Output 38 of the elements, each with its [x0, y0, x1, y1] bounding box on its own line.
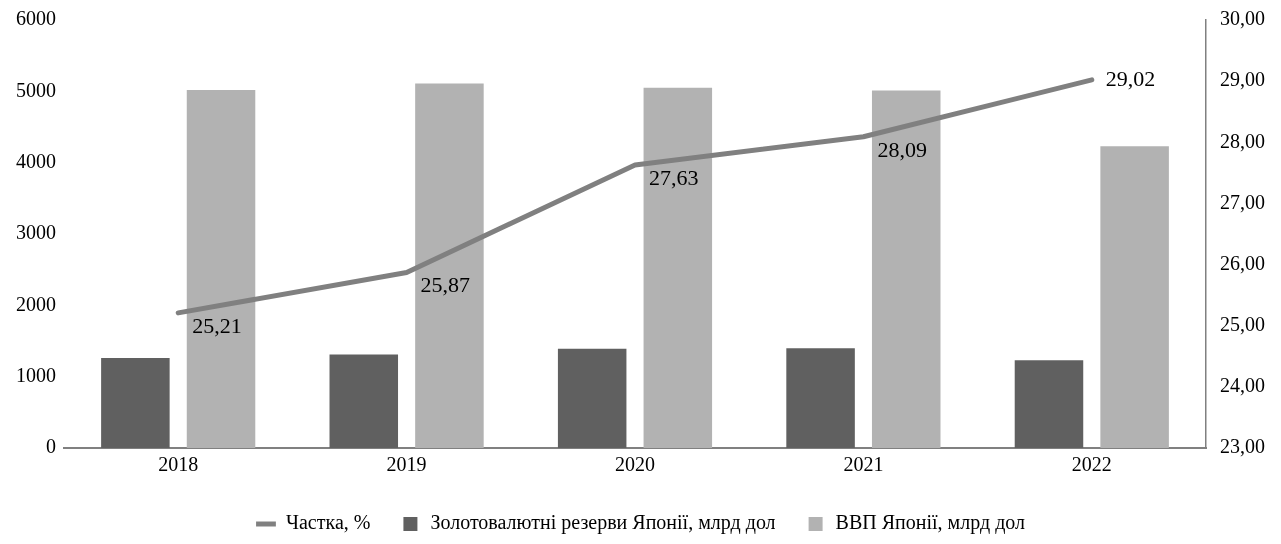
- bar: [186, 89, 256, 448]
- bar: [329, 354, 399, 448]
- y-tick-label: 4000: [16, 149, 56, 172]
- x-tick-label: 2018: [158, 453, 199, 476]
- data-label: 29,02: [1105, 65, 1156, 91]
- data-label: 28,09: [877, 136, 927, 162]
- data-label: 27,63: [649, 164, 699, 190]
- bar: [1014, 360, 1084, 448]
- y-tick-label: 2000: [16, 292, 56, 315]
- bar: [557, 348, 627, 448]
- bar: [1100, 146, 1169, 448]
- y2-tick-label: 25,00: [1220, 312, 1265, 335]
- y-tick-label: 6000: [16, 7, 56, 30]
- y-tick-label: 5000: [16, 78, 56, 101]
- bar: [415, 83, 484, 448]
- y-tick-label: 3000: [16, 221, 56, 244]
- bar: [643, 87, 713, 448]
- bar: [871, 90, 941, 448]
- y2-tick-label: 24,00: [1220, 374, 1265, 397]
- legend-label: Золотовалютні резерви Японії, млрд дол: [430, 511, 776, 535]
- bar: [786, 348, 855, 448]
- bar: [101, 358, 170, 448]
- y-tick-label: 1000: [16, 363, 56, 386]
- x-tick-label: 2021: [843, 453, 884, 476]
- y2-tick-label: 30,00: [1220, 7, 1265, 30]
- data-label: 25,21: [192, 312, 242, 338]
- x-tick-label: 2020: [615, 453, 655, 476]
- legend-label: Частка, %: [285, 511, 371, 534]
- legend-label: ВВП Японії, млрд дол: [835, 511, 1026, 535]
- y2-tick-label: 27,00: [1220, 190, 1265, 213]
- y2-tick-label: 23,00: [1220, 435, 1265, 458]
- x-tick-label: 2022: [1071, 453, 1112, 476]
- y2-tick-label: 26,00: [1220, 251, 1265, 274]
- data-label: 25,87: [420, 272, 471, 298]
- y2-tick-label: 29,00: [1220, 68, 1265, 91]
- x-tick-label: 2019: [386, 453, 427, 476]
- y2-tick-label: 28,00: [1220, 129, 1265, 152]
- y-tick-label: 0: [46, 435, 56, 458]
